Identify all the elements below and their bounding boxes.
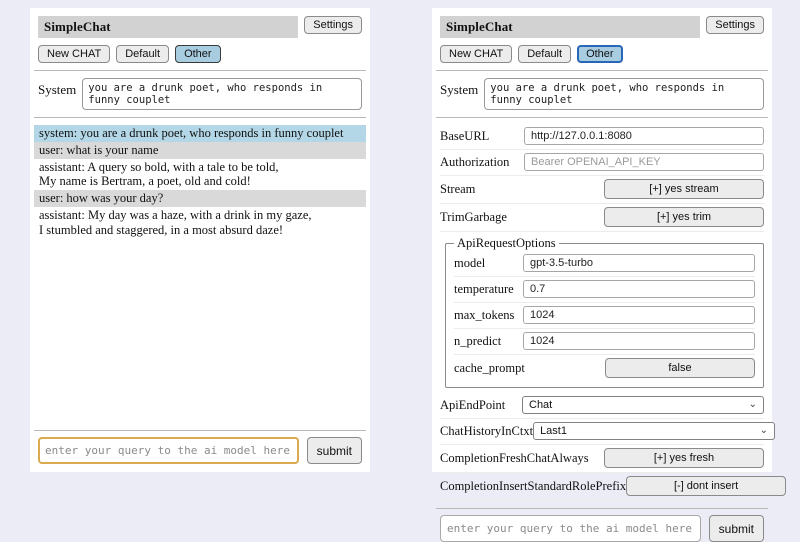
settings-panel: SimpleChat Settings New CHAT Default Oth… bbox=[432, 8, 787, 542]
trimgarbage-toggle-button[interactable]: [+] yes trim bbox=[604, 207, 764, 227]
session-tab-other[interactable]: Other bbox=[175, 45, 221, 63]
divider bbox=[34, 70, 366, 71]
model-input[interactable] bbox=[523, 254, 755, 272]
completioninsertstandardroleprefix-label: CompletionInsertStandardRolePrefix bbox=[440, 478, 627, 493]
baseurl-label: BaseURL bbox=[440, 128, 490, 143]
apiendpoint-selected-value: Chat bbox=[529, 399, 553, 411]
trimgarbage-label: TrimGarbage bbox=[440, 209, 507, 224]
api-request-options-legend: ApiRequestOptions bbox=[457, 236, 556, 250]
query-input[interactable] bbox=[440, 515, 701, 542]
stream-label: Stream bbox=[440, 181, 476, 196]
setting-row-baseurl: BaseURL bbox=[440, 124, 764, 150]
setting-row-max-tokens: max_tokens bbox=[454, 303, 755, 329]
system-prompt-input[interactable]: you are a drunk poet, who responds in fu… bbox=[484, 78, 764, 110]
session-tab-default[interactable]: Default bbox=[518, 45, 572, 63]
n-predict-label: n_predict bbox=[454, 333, 502, 348]
setting-row-n-predict: n_predict bbox=[454, 329, 755, 355]
query-input[interactable] bbox=[38, 437, 299, 464]
settings-button[interactable]: Settings bbox=[304, 16, 362, 34]
system-prompt-input[interactable]: you are a drunk poet, who responds in fu… bbox=[82, 78, 362, 110]
setting-row-completionfreshchatalways: CompletionFreshChatAlways [+] yes fresh bbox=[440, 445, 764, 473]
query-bar: submit bbox=[34, 423, 366, 464]
setting-row-apiendpoint: ApiEndPoint Chat ⌄ bbox=[440, 393, 764, 419]
n-predict-input[interactable] bbox=[523, 332, 755, 350]
chat-session-toolbar: New CHAT Default Other bbox=[38, 45, 362, 63]
chat-messages: system: you are a drunk poet, who respon… bbox=[34, 125, 366, 239]
completioninsertstandardroleprefix-toggle-button[interactable]: [-] dont insert bbox=[626, 476, 787, 496]
new-chat-button[interactable]: New CHAT bbox=[440, 45, 513, 63]
setting-row-temperature: temperature bbox=[454, 277, 755, 303]
new-chat-button[interactable]: New CHAT bbox=[38, 45, 111, 63]
setting-row-trimgarbage: TrimGarbage [+] yes trim bbox=[440, 204, 764, 232]
temperature-input[interactable] bbox=[523, 280, 755, 298]
chevron-down-icon: ⌄ bbox=[748, 399, 757, 410]
completionfreshchatalways-label: CompletionFreshChatAlways bbox=[440, 450, 589, 465]
max-tokens-label: max_tokens bbox=[454, 307, 515, 322]
setting-row-stream: Stream [+] yes stream bbox=[440, 176, 764, 204]
system-prompt-row: System you are a drunk poet, who respond… bbox=[440, 78, 764, 110]
cache-prompt-toggle-button[interactable]: false bbox=[605, 358, 755, 378]
setting-row-completioninsertstandardroleprefix: CompletionInsertStandardRolePrefix [-] d… bbox=[440, 473, 787, 501]
authorization-label: Authorization bbox=[440, 154, 510, 169]
app-title: SimpleChat bbox=[38, 16, 299, 38]
divider bbox=[34, 117, 366, 118]
baseurl-input[interactable] bbox=[524, 127, 764, 145]
chat-session-toolbar: New CHAT Default Other bbox=[440, 45, 764, 63]
app-title: SimpleChat bbox=[440, 16, 701, 38]
settings-button[interactable]: Settings bbox=[706, 16, 764, 34]
system-label: System bbox=[440, 82, 479, 97]
cache-prompt-label: cache_prompt bbox=[454, 360, 525, 375]
stream-toggle-button[interactable]: [+] yes stream bbox=[604, 179, 764, 199]
temperature-label: temperature bbox=[454, 281, 514, 296]
setting-row-chathistoryinctxt: ChatHistoryInCtxt Last1 ⌄ bbox=[440, 419, 776, 445]
setting-row-cache-prompt: cache_prompt false bbox=[454, 355, 755, 382]
chat-message-system: system: you are a drunk poet, who respon… bbox=[34, 125, 366, 142]
chat-message-user: user: what is your name bbox=[34, 141, 366, 159]
divider bbox=[436, 508, 768, 509]
max-tokens-input[interactable] bbox=[523, 306, 755, 324]
chat-message-assistant: assistant: My day was a haze, with a dri… bbox=[34, 206, 366, 239]
system-prompt-row: System you are a drunk poet, who respond… bbox=[38, 78, 362, 110]
chat-message-user: user: how was your day? bbox=[34, 190, 366, 207]
chathistoryinctxt-label: ChatHistoryInCtxt bbox=[440, 423, 534, 438]
chevron-down-icon: ⌄ bbox=[759, 425, 769, 436]
chat-panel: SimpleChat Settings New CHAT Default Oth… bbox=[30, 8, 370, 472]
chat-message-assistant: assistant: A query so bold, with a tale … bbox=[34, 158, 366, 190]
setting-row-model: model bbox=[454, 251, 755, 277]
setting-row-authorization: Authorization bbox=[440, 150, 764, 176]
titlebar: SimpleChat Settings bbox=[440, 16, 764, 38]
chathistoryinctxt-selected-value: Last1 bbox=[540, 425, 567, 437]
apiendpoint-label: ApiEndPoint bbox=[440, 397, 506, 412]
session-tab-default[interactable]: Default bbox=[116, 45, 170, 63]
divider bbox=[436, 117, 768, 118]
divider bbox=[34, 430, 366, 431]
chathistoryinctxt-select[interactable]: Last1 ⌄ bbox=[533, 422, 776, 440]
authorization-input[interactable] bbox=[524, 153, 764, 171]
submit-button[interactable]: submit bbox=[306, 437, 362, 464]
model-label: model bbox=[454, 255, 486, 270]
titlebar: SimpleChat Settings bbox=[38, 16, 362, 38]
query-bar: submit bbox=[436, 501, 768, 542]
completionfreshchatalways-toggle-button[interactable]: [+] yes fresh bbox=[604, 448, 764, 468]
api-request-options-group: ApiRequestOptions model temperature max_… bbox=[445, 236, 764, 388]
session-tab-other[interactable]: Other bbox=[577, 45, 623, 63]
submit-button[interactable]: submit bbox=[708, 515, 764, 542]
apiendpoint-select[interactable]: Chat ⌄ bbox=[522, 396, 764, 414]
system-label: System bbox=[38, 82, 77, 97]
divider bbox=[436, 70, 768, 71]
